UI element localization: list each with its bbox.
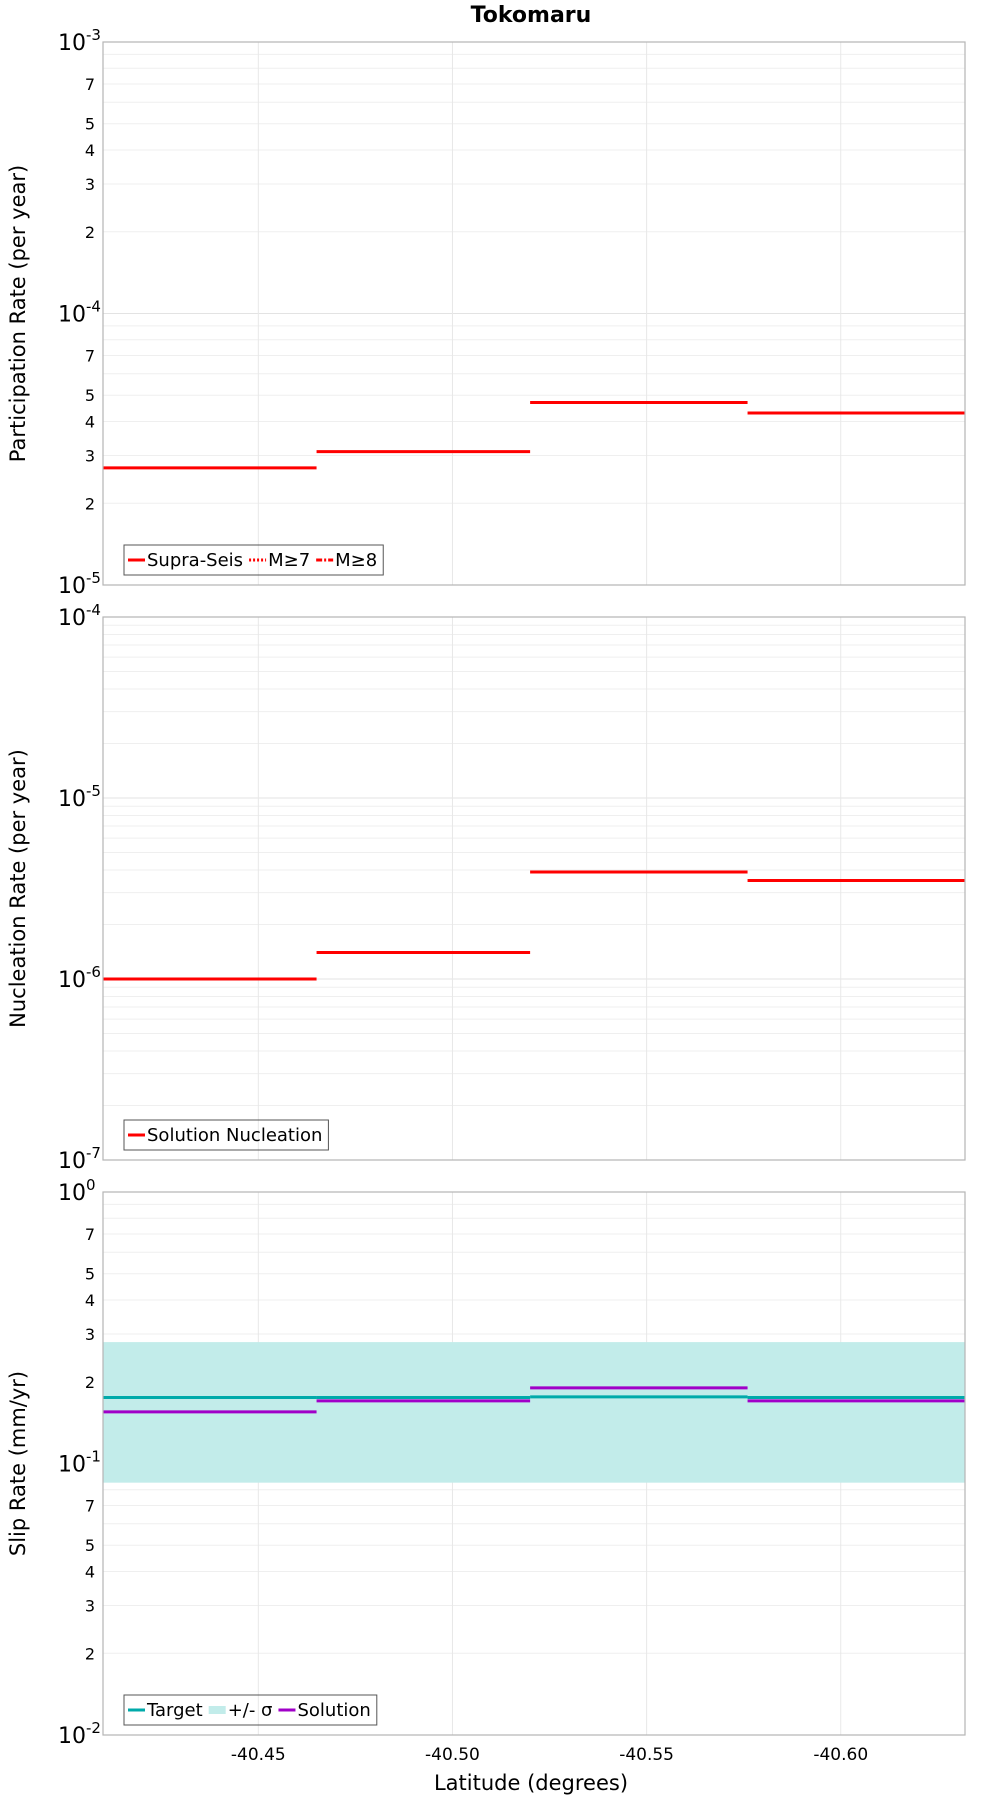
- y-tick-label: 10-2: [58, 1719, 101, 1749]
- chart-panel-2: 10-7 10-6 10-5 10-4 Nucleation Rate (per yea…: [6, 601, 966, 1174]
- series-solution: [103, 1386, 965, 1414]
- y-tick-exponent: -6: [86, 963, 101, 981]
- legend-frame: [123, 544, 384, 576]
- y-tick-label: 10-4: [58, 601, 101, 631]
- y-tick-label: 5: [85, 1536, 95, 1555]
- y-tick-label: 4: [85, 141, 95, 160]
- legend-frame: [123, 1694, 378, 1726]
- y-tick-label: 4: [85, 1563, 95, 1582]
- y-tick-label: 3: [85, 446, 95, 465]
- legend-label: M≥7: [268, 550, 310, 571]
- y-tick-exponent: -4: [86, 601, 101, 619]
- series-supra-seis: [103, 401, 965, 470]
- y-tick-label: 2: [85, 1373, 95, 1392]
- chart-title: Tokomaru: [471, 3, 592, 28]
- legend-frame: [123, 1119, 329, 1151]
- y-tick-label: 5: [85, 115, 95, 134]
- y-tick-label: 4: [85, 1291, 95, 1310]
- y-tick-label: 7: [85, 347, 95, 366]
- y-tick-label: 10-1: [58, 1448, 101, 1478]
- x-tick-label: -40.45: [231, 1745, 286, 1765]
- y-tick-label: 4: [85, 413, 95, 432]
- y-tick-label: 3: [85, 1325, 95, 1344]
- plot-frame: [102, 1191, 966, 1736]
- chart-panel-1: 10-5 2 3 4 5 7 10-4 2 3 4 5 7 10-3 Participation Rate…: [6, 26, 966, 599]
- series-target: [103, 1395, 965, 1400]
- y-tick-exponent: -5: [86, 782, 101, 800]
- y-axis-label: Slip Rate (mm/yr): [6, 1371, 30, 1556]
- x-tick-label: -40.50: [425, 1745, 480, 1765]
- y-tick-label: 3: [85, 175, 95, 194]
- y-tick-label: 10-5: [58, 782, 101, 812]
- y-tick-exponent: -5: [86, 569, 101, 587]
- y-tick-exponent: -3: [86, 26, 101, 44]
- legend-label: Solution: [297, 1700, 370, 1721]
- y-tick-label: 10-6: [58, 963, 101, 993]
- legend: Target +/- σ Solution: [123, 1694, 378, 1726]
- y-tick-label: 7: [85, 1225, 95, 1244]
- panels: 10-5 2 3 4 5 7 10-4 2 3 4 5 7 10-3 Participation Rate…: [6, 26, 966, 1765]
- legend-label: M≥8: [335, 550, 377, 571]
- y-axis-label: Participation Rate (per year): [6, 165, 30, 462]
- plot-frame: [102, 616, 966, 1161]
- chart-panel-3: 10-2 2 3 4 5 7 10-1 2 3 4 5 7 100 Slip Rate (mm/yr) Ta…: [6, 1176, 966, 1749]
- legend: Solution Nucleation: [123, 1119, 329, 1151]
- plot-frame: [102, 41, 966, 586]
- y-tick-label: 3: [85, 1596, 95, 1615]
- x-axis-label: Latitude (degrees): [434, 1771, 628, 1795]
- y-tick-label: 100: [58, 1176, 96, 1206]
- y-tick-label: 7: [85, 1497, 95, 1516]
- y-tick-label: 10-7: [58, 1144, 101, 1174]
- y-tick-exponent: -7: [86, 1144, 101, 1162]
- y-tick-exponent: -1: [86, 1448, 101, 1466]
- x-axis-ticks: -40.45 -40.50 -40.55 -40.60: [231, 1745, 868, 1765]
- y-tick-exponent: 0: [86, 1176, 96, 1194]
- y-tick-label: 7: [85, 75, 95, 94]
- legend-label: +/- σ: [228, 1700, 273, 1721]
- legend: Supra-Seis M≥7 M≥8: [123, 544, 384, 576]
- series-solution-nucleation: [103, 870, 965, 981]
- y-tick-exponent: -2: [86, 1719, 101, 1737]
- legend-label: Supra-Seis: [147, 550, 243, 571]
- y-tick-label: 5: [85, 1265, 95, 1284]
- y-tick-label: 10-5: [58, 569, 101, 599]
- x-tick-label: -40.60: [813, 1745, 868, 1765]
- x-tick-label: -40.55: [619, 1745, 674, 1765]
- y-tick-label: 2: [85, 1644, 95, 1663]
- y-tick-exponent: -4: [86, 298, 101, 316]
- legend-label: Target: [146, 1700, 203, 1721]
- y-tick-label: 10-4: [58, 298, 101, 328]
- y-tick-label: 2: [85, 223, 95, 242]
- y-axis-label: Nucleation Rate (per year): [6, 749, 30, 1028]
- legend-label: Solution Nucleation: [147, 1125, 322, 1146]
- plot-area: [103, 617, 965, 1160]
- y-tick-label: 2: [85, 494, 95, 513]
- y-tick-label: 5: [85, 386, 95, 405]
- y-tick-label: 10-3: [58, 26, 101, 56]
